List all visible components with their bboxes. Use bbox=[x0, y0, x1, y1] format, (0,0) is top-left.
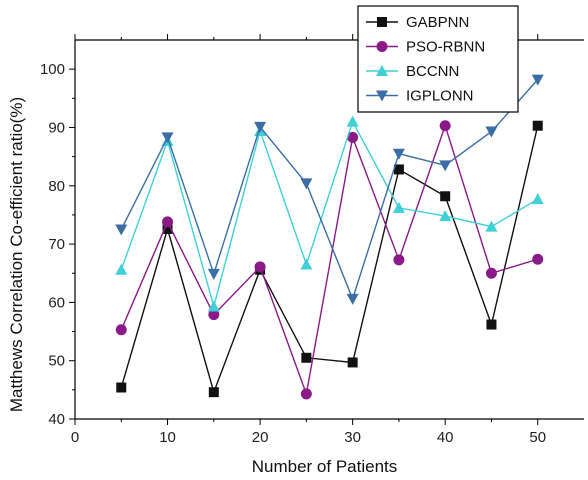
legend-marker-bccnn bbox=[376, 65, 388, 76]
series-line-igplonn bbox=[120, 79, 539, 301]
data-point-bccnn bbox=[207, 300, 220, 312]
series-line-pso-rbnn bbox=[120, 123, 538, 397]
data-point-igplonn bbox=[207, 268, 220, 280]
data-point-pso-rbnn bbox=[485, 267, 497, 279]
y-tick-label: 50 bbox=[48, 353, 65, 370]
series-gabpnn bbox=[116, 120, 543, 398]
data-point-pso-rbnn bbox=[532, 253, 544, 265]
x-tick-label: 40 bbox=[437, 429, 454, 446]
series-igplonn bbox=[115, 74, 544, 305]
data-point-igplonn bbox=[300, 178, 313, 190]
legend-marker-igplonn bbox=[376, 90, 388, 102]
data-point-bccnn bbox=[392, 201, 405, 213]
data-point-pso-rbnn bbox=[208, 309, 220, 321]
data-point-igplonn bbox=[392, 148, 405, 160]
legend-marker-pso-rbnn bbox=[376, 41, 388, 52]
legend-label-gabpnn: GABPNN bbox=[406, 14, 469, 31]
x-axis-label: Number of Patients bbox=[252, 457, 398, 476]
legend-label-pso-rbnn: PSO-RBNN bbox=[406, 39, 485, 56]
y-tick-label: 70 bbox=[48, 236, 65, 253]
data-point-pso-rbnn bbox=[300, 388, 312, 400]
data-point-gabpnn bbox=[393, 164, 404, 175]
data-point-igplonn bbox=[439, 160, 452, 172]
series-line-bccnn bbox=[120, 119, 539, 310]
data-point-bccnn bbox=[531, 193, 544, 205]
y-tick-label: 100 bbox=[40, 61, 65, 78]
data-point-pso-rbnn bbox=[254, 261, 266, 273]
plot-area bbox=[115, 74, 544, 400]
data-point-igplonn bbox=[161, 132, 174, 144]
data-point-igplonn bbox=[254, 121, 267, 133]
data-point-bccnn bbox=[115, 263, 128, 275]
data-point-bccnn bbox=[485, 220, 498, 232]
data-point-gabpnn bbox=[301, 352, 312, 363]
legend-label-bccnn: BCCNN bbox=[406, 63, 459, 80]
y-tick-label: 40 bbox=[48, 411, 65, 428]
data-point-gabpnn bbox=[162, 223, 173, 234]
x-tick-label: 0 bbox=[71, 429, 79, 446]
y-tick-label: 60 bbox=[48, 294, 65, 311]
data-point-gabpnn bbox=[116, 382, 127, 393]
data-point-pso-rbnn bbox=[439, 120, 451, 132]
y-tick-label: 80 bbox=[48, 178, 65, 195]
x-tick-label: 50 bbox=[529, 429, 546, 446]
data-point-igplonn bbox=[531, 74, 544, 86]
data-point-gabpnn bbox=[486, 319, 497, 330]
x-tick-label: 20 bbox=[252, 429, 269, 446]
data-point-bccnn bbox=[439, 210, 452, 222]
data-point-pso-rbnn bbox=[162, 216, 174, 228]
data-point-gabpnn bbox=[347, 357, 358, 368]
data-point-pso-rbnn bbox=[347, 131, 359, 143]
legend-label-igplonn: IGPLONN bbox=[406, 88, 474, 105]
series-bccnn bbox=[115, 115, 544, 312]
x-tick-label: 30 bbox=[344, 429, 361, 446]
series-line-gabpnn bbox=[120, 125, 539, 395]
data-point-pso-rbnn bbox=[393, 254, 405, 266]
data-point-bccnn bbox=[346, 115, 359, 127]
y-axis-label: Matthews Correlation Co-efficient ratio(… bbox=[7, 97, 26, 412]
legend: GABPNN PSO-RBNN BCCNN IGPLONN bbox=[357, 5, 519, 113]
data-point-igplonn bbox=[485, 126, 498, 138]
data-point-gabpnn bbox=[208, 387, 219, 398]
data-point-bccnn bbox=[300, 258, 313, 270]
data-point-gabpnn bbox=[440, 191, 451, 202]
data-point-igplonn bbox=[346, 293, 359, 305]
series-pso-rbnn bbox=[115, 120, 544, 400]
data-point-gabpnn bbox=[532, 120, 543, 131]
x-tick-label: 10 bbox=[159, 429, 176, 446]
y-tick-label: 90 bbox=[48, 119, 65, 136]
data-point-igplonn bbox=[115, 224, 128, 236]
legend-marker-gabpnn bbox=[377, 17, 387, 27]
data-point-pso-rbnn bbox=[115, 324, 127, 336]
